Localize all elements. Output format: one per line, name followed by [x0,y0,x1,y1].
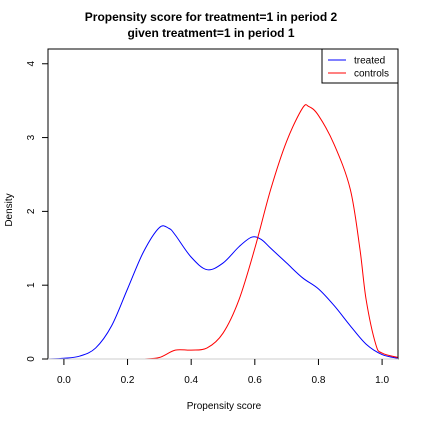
y-tick-label: 3 [26,134,37,140]
plot-area [48,104,398,359]
plot-frame [47,48,399,360]
legend: treated controls [321,48,399,84]
y-tick-label: 2 [26,208,37,214]
legend-label-controls: controls [354,69,389,80]
x-axis-label: Propensity score [187,401,262,412]
y-tick-label: 1 [26,282,37,288]
series-line-treated [48,225,398,359]
legend-label-treated: treated [354,56,385,67]
x-tick-label: 0.4 [184,375,198,386]
x-tick-label: 0.6 [248,375,262,386]
axes: 0.0 0.2 0.4 0.6 0.8 1.0 0 1 2 3 4 [26,48,399,386]
legend-box [321,48,399,84]
chart-subtitle: given treatment=1 in period 1 [127,26,294,40]
x-tick-label: 1.0 [375,375,389,386]
x-tick-label: 0.0 [57,375,71,386]
x-tick-label: 0.2 [121,375,135,386]
x-tick-label: 0.8 [312,375,326,386]
y-axis-label: Density [4,193,15,226]
y-tick-label: 4 [26,61,37,67]
y-tick-label: 0 [26,356,37,362]
chart-title: Propensity score for treatment=1 in peri… [85,10,338,24]
series-line-controls [143,104,398,359]
